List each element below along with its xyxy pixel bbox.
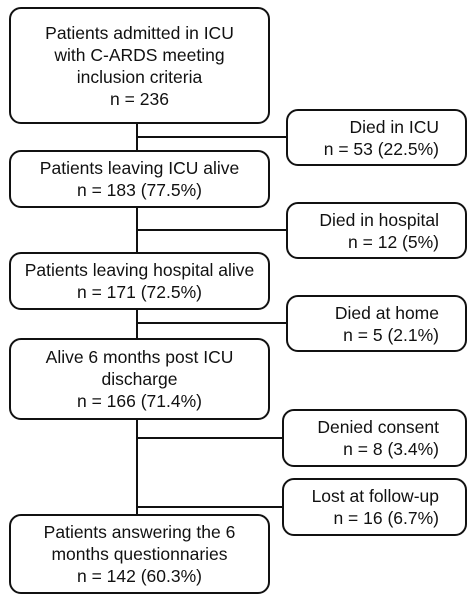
box-answering-questionnaires-line-1: Patients answering the 6 bbox=[43, 522, 236, 542]
box-died-at-home: Died at home n = 5 (2.1%) bbox=[286, 295, 467, 352]
box-answering-questionnaires: Patients answering the 6 months question… bbox=[9, 514, 270, 594]
box-admitted-line-2: with C-ARDS meeting bbox=[54, 44, 225, 65]
box-answering-questionnaires-line-2: months questionnaries bbox=[51, 544, 228, 564]
box-died-in-icu: Died in ICU n = 53 (22.5%) bbox=[286, 109, 467, 166]
box-admitted-line-1: Patients admitted in ICU bbox=[45, 22, 234, 43]
box-denied-consent-line-2: n = 8 (3.4%) bbox=[343, 439, 439, 459]
box-leaving-hospital-alive: Patients leaving hospital alive n = 171 … bbox=[9, 252, 270, 310]
box-alive-6-months-line-2: discharge bbox=[101, 369, 178, 389]
box-admitted-line-3: inclusion criteria bbox=[76, 66, 203, 87]
box-leaving-icu-alive-line-1: Patients leaving ICU alive bbox=[39, 158, 240, 178]
box-leaving-hospital-alive-line-2: n = 171 (72.5%) bbox=[76, 282, 202, 302]
box-died-at-home-line-2: n = 5 (2.1%) bbox=[343, 324, 439, 345]
box-died-in-hospital-line-1: Died in hospital bbox=[319, 209, 439, 230]
box-leaving-icu-alive-line-2: n = 183 (77.5%) bbox=[76, 180, 202, 200]
box-died-in-hospital: Died in hospital n = 12 (5%) bbox=[286, 202, 467, 259]
box-denied-consent: Denied consent n = 8 (3.4%) bbox=[282, 409, 467, 467]
box-denied-consent-line-1: Denied consent bbox=[317, 417, 439, 437]
box-leaving-icu-alive: Patients leaving ICU alive n = 183 (77.5… bbox=[9, 150, 270, 208]
box-died-in-icu-line-1: Died in ICU bbox=[349, 116, 439, 137]
box-died-in-hospital-line-2: n = 12 (5%) bbox=[348, 231, 439, 252]
box-admitted: Patients admitted in ICU with C-ARDS mee… bbox=[9, 7, 270, 124]
box-answering-questionnaires-line-3: n = 142 (60.3%) bbox=[76, 566, 202, 586]
box-lost-at-follow-up-line-1: Lost at follow-up bbox=[311, 486, 439, 506]
box-died-in-icu-line-2: n = 53 (22.5%) bbox=[323, 138, 439, 159]
box-leaving-hospital-alive-line-1: Patients leaving hospital alive bbox=[24, 260, 255, 280]
box-lost-at-follow-up-line-2: n = 16 (6.7%) bbox=[333, 508, 439, 528]
box-admitted-line-4: n = 236 bbox=[110, 88, 169, 109]
box-lost-at-follow-up: Lost at follow-up n = 16 (6.7%) bbox=[282, 478, 467, 536]
box-alive-6-months-line-3: n = 166 (71.4%) bbox=[76, 391, 202, 411]
box-alive-6-months-line-1: Alive 6 months post ICU bbox=[45, 347, 234, 367]
box-died-at-home-line-1: Died at home bbox=[334, 302, 439, 323]
box-alive-6-months: Alive 6 months post ICU discharge n = 16… bbox=[9, 338, 270, 420]
